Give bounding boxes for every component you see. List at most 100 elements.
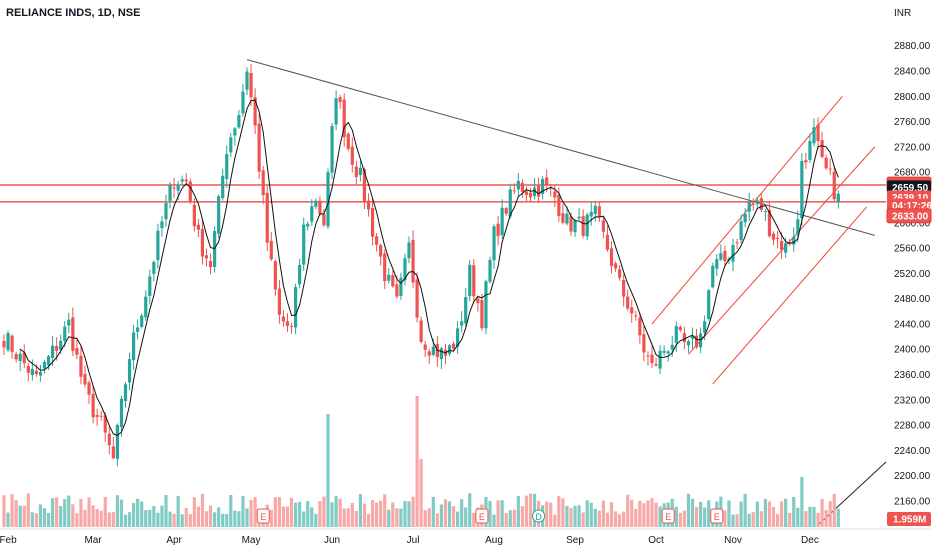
candle-body — [326, 172, 330, 227]
candle-body — [634, 315, 638, 317]
candle-body — [674, 326, 678, 343]
candle-body — [528, 192, 533, 198]
volume-bar — [836, 508, 840, 527]
candle-body — [751, 203, 755, 205]
channel-line-lower — [712, 206, 868, 385]
volume-bar — [682, 510, 686, 527]
volume-bar — [233, 510, 237, 527]
candle-body — [294, 287, 298, 328]
volume-bar — [622, 511, 626, 527]
volume-bar — [289, 498, 294, 527]
volume-bar — [391, 502, 395, 527]
volume-bar — [812, 507, 816, 527]
volume-bar — [435, 513, 439, 527]
candle-body — [91, 393, 95, 418]
candle-body — [362, 169, 367, 202]
volume-bar — [464, 507, 468, 527]
volume-bar — [302, 511, 306, 527]
volume-bar — [609, 502, 614, 527]
volume-bar — [140, 501, 144, 527]
volume-bar — [383, 494, 387, 527]
volume-bar — [2, 495, 6, 527]
candle-body — [561, 213, 565, 223]
volume-bar — [318, 501, 322, 527]
candle-body — [784, 243, 788, 253]
volume-bar — [824, 510, 828, 527]
volume-bar — [569, 508, 573, 527]
y-tick-label: 2360.00 — [894, 370, 931, 381]
candle-body — [204, 255, 209, 259]
candle-body — [111, 446, 115, 459]
volume-bar — [160, 505, 164, 527]
candle-body — [828, 168, 832, 170]
volume-bar — [310, 507, 314, 527]
volume-bar — [763, 498, 767, 527]
volume-bar — [342, 508, 346, 527]
volume-bar — [55, 497, 59, 527]
volume-bar — [707, 500, 711, 527]
volume-bar — [204, 511, 209, 527]
volume-trend-line — [817, 461, 887, 526]
volume-bar — [399, 508, 403, 527]
volume-bar — [277, 497, 281, 527]
volume-bar — [804, 511, 808, 527]
volume-bar — [780, 501, 784, 527]
volume-bar — [42, 508, 47, 527]
volume-bar — [156, 512, 160, 527]
candle-body — [75, 348, 79, 355]
candle-body — [771, 233, 776, 240]
y-tick-label: 2680.00 — [894, 168, 931, 179]
volume-bar — [524, 495, 529, 527]
volume-bar — [516, 496, 520, 527]
candle-body — [613, 263, 618, 269]
candle-body — [605, 234, 610, 250]
candle-body — [650, 354, 654, 364]
volume-bar — [828, 501, 832, 527]
horizontal-lines[interactable] — [0, 184, 886, 203]
volume-bar — [83, 509, 87, 527]
candlesticks — [2, 63, 840, 467]
time-axis[interactable]: Feb Mar Apr May Jun Jul Aug Sep Oct Nov Dec — [0, 528, 932, 546]
candle-body — [184, 179, 188, 182]
candle-body — [370, 208, 375, 237]
candle-body — [707, 290, 711, 319]
trend-line — [246, 59, 875, 236]
candle-body — [767, 210, 772, 237]
candle-body — [792, 236, 796, 245]
dividend-marker — [532, 509, 546, 523]
volume-bar — [496, 500, 500, 527]
y-tick-label: 2440.00 — [894, 319, 931, 330]
candle-body — [735, 242, 739, 244]
candle-body — [407, 242, 411, 259]
volume-bar — [395, 508, 399, 527]
volume-bar — [788, 512, 792, 527]
volume-bar — [500, 500, 504, 527]
volume-bar — [91, 505, 95, 527]
candle-body — [488, 259, 492, 282]
candle-body — [249, 72, 253, 98]
volume-bar — [107, 512, 111, 527]
x-tick-label: Oct — [648, 535, 664, 546]
x-tick-label: Dec — [801, 535, 819, 546]
candle-body — [34, 370, 38, 375]
candle-body — [168, 185, 172, 201]
volume-bar — [573, 505, 577, 527]
x-tick-label: May — [242, 535, 261, 546]
volume-bar — [561, 498, 565, 527]
candle-body — [532, 187, 537, 196]
candle-body — [618, 269, 622, 278]
candle-body — [391, 275, 395, 287]
volume-bar — [593, 508, 597, 527]
price-axis[interactable]: 2160.00 2200.00 2240.00 2280.00 2320.00 2360.… — [894, 41, 931, 507]
volume-bar — [103, 496, 107, 527]
candle-body — [775, 237, 780, 239]
candle-body — [229, 137, 233, 153]
y-tick-label: 2320.00 — [894, 395, 931, 406]
volume-bar — [281, 506, 286, 527]
candle-body — [107, 433, 111, 446]
volume-bar — [314, 513, 318, 527]
candle-body — [832, 171, 836, 200]
